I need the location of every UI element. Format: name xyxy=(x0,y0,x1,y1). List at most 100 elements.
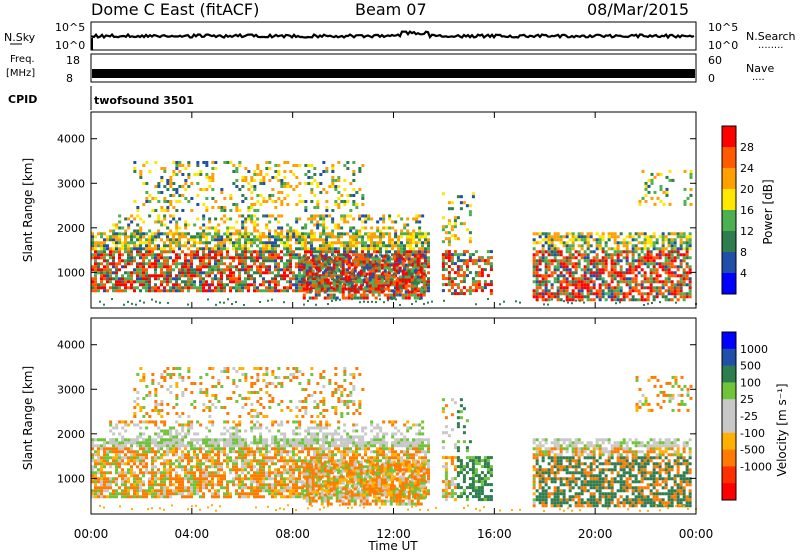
range-cell xyxy=(112,489,115,493)
range-cell xyxy=(595,259,599,263)
range-cell xyxy=(160,271,163,275)
range-cell xyxy=(562,280,566,284)
range-cell xyxy=(157,253,160,257)
range-cell xyxy=(253,289,256,293)
range-cell xyxy=(298,268,301,272)
range-cell xyxy=(160,223,164,227)
range-cell xyxy=(399,303,401,306)
range-cell xyxy=(100,253,103,257)
range-cell xyxy=(136,232,139,236)
range-cell xyxy=(139,444,142,448)
range-cell xyxy=(259,450,262,454)
range-cell xyxy=(364,232,368,236)
range-cell xyxy=(388,244,391,248)
range-cell xyxy=(407,275,411,279)
range-cell xyxy=(166,474,169,478)
range-cell xyxy=(453,292,457,296)
range-cell xyxy=(160,256,163,260)
range-cell xyxy=(343,241,346,245)
range-cell xyxy=(142,182,146,185)
range-cell xyxy=(453,216,457,220)
range-cell xyxy=(280,191,284,194)
range-cell xyxy=(271,176,275,179)
range-cell xyxy=(643,262,647,266)
range-cell xyxy=(682,283,686,287)
range-cell xyxy=(232,447,235,451)
range-cell xyxy=(361,241,364,245)
range-cell xyxy=(265,441,268,445)
range-cell xyxy=(160,456,163,460)
range-cell xyxy=(589,289,593,293)
range-cell xyxy=(583,268,587,272)
range-cell xyxy=(115,471,118,475)
range-cell xyxy=(109,277,112,281)
range-cell xyxy=(556,259,560,263)
range-cell xyxy=(91,232,94,236)
range-cell xyxy=(628,292,632,296)
range-cell xyxy=(100,456,103,460)
range-cell xyxy=(486,250,490,254)
range-cell xyxy=(316,200,320,203)
range-cell xyxy=(631,298,635,302)
range-cell xyxy=(382,214,386,218)
range-cell xyxy=(302,284,306,288)
range-cell xyxy=(172,217,176,221)
range-cell xyxy=(226,161,230,164)
range-cell xyxy=(178,483,181,487)
range-cell xyxy=(91,468,94,472)
range-cell xyxy=(298,253,301,257)
range-cell xyxy=(199,241,202,245)
range-cell xyxy=(220,188,224,191)
range-cell xyxy=(214,217,218,221)
range-cell xyxy=(679,280,683,284)
range-cell xyxy=(253,465,256,469)
range-cell xyxy=(667,280,671,284)
range-cell xyxy=(205,450,208,454)
range-cell xyxy=(658,235,662,239)
range-cell xyxy=(277,489,280,493)
range-cell xyxy=(226,232,229,236)
range-cell xyxy=(289,259,292,263)
range-cell xyxy=(151,450,154,454)
range-cell xyxy=(172,483,175,487)
range-cell xyxy=(471,283,475,287)
range-cell xyxy=(268,289,271,293)
range-cell xyxy=(91,495,94,499)
range-cell xyxy=(166,471,169,475)
range-cell xyxy=(459,289,463,293)
range-cell xyxy=(313,179,317,182)
range-cell xyxy=(302,275,306,279)
range-cell xyxy=(444,225,448,229)
range-cell xyxy=(619,268,623,272)
range-cell xyxy=(268,471,271,475)
range-cell xyxy=(184,447,187,451)
range-cell xyxy=(259,486,262,490)
range-cell xyxy=(447,277,451,281)
range-cell xyxy=(334,235,338,239)
range-cell xyxy=(229,209,233,212)
range-cell xyxy=(664,268,668,272)
range-cell xyxy=(244,256,247,260)
range-cell xyxy=(217,465,220,469)
range-cell xyxy=(418,238,421,242)
range-cell xyxy=(547,292,551,296)
range-cell xyxy=(616,283,620,287)
range-cell xyxy=(106,471,109,475)
range-cell xyxy=(386,263,390,267)
range-cell xyxy=(374,269,378,273)
range-cell xyxy=(673,289,677,293)
range-cell xyxy=(193,444,196,448)
range-cell xyxy=(268,489,271,493)
range-cell xyxy=(622,274,626,278)
range-cell xyxy=(259,238,262,242)
range-cell xyxy=(685,265,689,269)
range-cell xyxy=(97,492,100,496)
range-cell xyxy=(223,283,226,287)
range-cell xyxy=(178,456,181,460)
range-cell xyxy=(199,289,202,293)
range-cell xyxy=(160,492,163,496)
range-cell xyxy=(356,275,360,279)
range-cell xyxy=(332,263,336,267)
range-cell xyxy=(253,185,257,188)
range-cell xyxy=(386,293,390,297)
